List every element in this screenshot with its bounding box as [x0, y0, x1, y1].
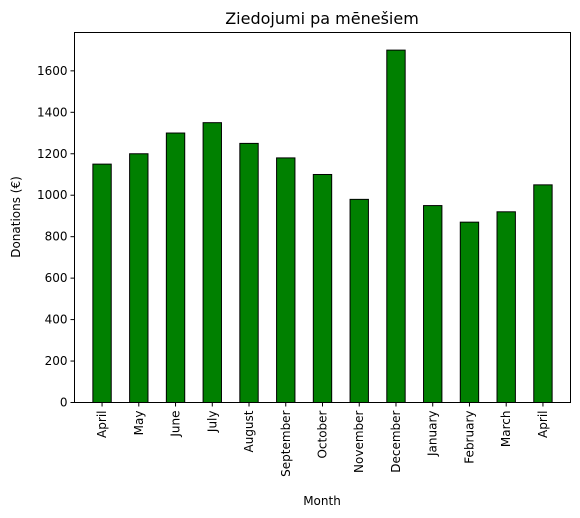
bar-5 — [276, 157, 296, 403]
y-tick-label-4: 800 — [45, 230, 68, 244]
bar-3 — [202, 122, 222, 404]
bar-4 — [239, 142, 259, 403]
x-tick-label-4: August — [242, 410, 256, 452]
bar-12 — [533, 184, 553, 403]
x-tick-label-11: March — [499, 411, 513, 448]
x-tick-label-0: April — [95, 411, 109, 438]
x-tick-label-6: October — [316, 410, 330, 458]
x-axis-label: Month — [303, 494, 341, 508]
y-tick-label-0: 0 — [60, 396, 68, 410]
y-tick-label-5: 1000 — [37, 188, 68, 202]
bar-8 — [386, 49, 406, 403]
x-tick-label-2: June — [169, 411, 183, 438]
y-tick-label-8: 1600 — [37, 64, 68, 78]
x-tick-label-12: April — [536, 411, 550, 438]
y-tick-label-7: 1400 — [37, 105, 68, 119]
x-tick-label-5: September — [279, 410, 293, 476]
x-tick-label-3: July — [205, 411, 219, 434]
x-tick-label-8: December — [389, 410, 403, 472]
plot-frame — [74, 32, 571, 403]
y-axis-label: Donations (€) — [9, 176, 23, 258]
x-tick-label-7: November — [352, 410, 366, 472]
y-tick-label-1: 200 — [45, 354, 68, 368]
bar-7 — [349, 198, 369, 403]
x-tick-label-1: May — [132, 411, 146, 436]
bar-2 — [165, 132, 186, 403]
bar-9 — [423, 205, 443, 403]
bar-1 — [129, 153, 149, 403]
bars-layer — [92, 49, 553, 404]
y-tick-label-6: 1200 — [37, 147, 68, 161]
bar-10 — [459, 221, 480, 403]
y-tick-label-2: 400 — [45, 313, 68, 327]
x-tick-label-9: January — [426, 411, 440, 458]
bar-6 — [312, 173, 333, 403]
bar-0 — [92, 163, 112, 403]
y-tick-label-3: 600 — [45, 271, 68, 285]
bar-11 — [496, 211, 516, 403]
chart-title: Ziedojumi pa mēnešiem — [225, 9, 419, 28]
y-axis: 0 200 400 600 800 1000 1200 1400 1600 — [37, 64, 75, 410]
x-tick-label-10: February — [462, 411, 476, 464]
x-axis: April May June July August September October No… — [95, 402, 550, 477]
